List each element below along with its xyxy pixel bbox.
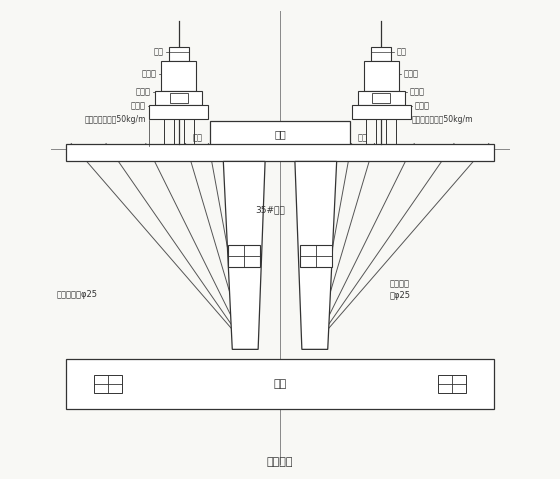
Bar <box>94 375 122 393</box>
Text: 锶具: 锶具 <box>193 133 203 142</box>
Text: 精轧螺纹
钢φ25: 精轧螺纹 钢φ25 <box>389 279 410 300</box>
Text: 螺母: 螺母 <box>153 47 164 57</box>
Text: 顶帽: 顶帽 <box>274 130 286 139</box>
Bar <box>352 105 411 119</box>
Bar <box>211 121 349 148</box>
Bar <box>161 61 197 91</box>
Bar <box>438 375 466 393</box>
Text: 工字鈢（鈢轨）50kg/m: 工字鈢（鈢轨）50kg/m <box>411 115 473 124</box>
Text: 千斤顶: 千斤顶 <box>403 69 418 79</box>
Text: 工字鈢（鈢轨）50kg/m: 工字鈢（鈢轨）50kg/m <box>84 115 146 124</box>
Bar <box>228 245 260 267</box>
Text: （图二）: （图二） <box>267 456 293 467</box>
Text: 承台: 承台 <box>273 379 287 389</box>
Text: 千斤顶: 千斤顶 <box>142 69 157 79</box>
Text: 鐵马敘: 鐵马敘 <box>136 87 151 96</box>
Bar <box>66 144 494 161</box>
Bar <box>372 93 390 103</box>
Bar <box>357 91 405 105</box>
Text: 35#鄢身: 35#鄢身 <box>255 205 285 215</box>
Text: 锶具: 锶具 <box>357 133 367 142</box>
Text: 扁担棁: 扁担棁 <box>131 101 146 110</box>
Bar <box>300 245 332 267</box>
Bar <box>66 359 494 409</box>
Bar <box>170 93 188 103</box>
Bar <box>149 105 208 119</box>
Text: 精轧螺纹鈢φ25: 精轧螺纹鈢φ25 <box>57 290 97 299</box>
Polygon shape <box>223 161 265 349</box>
Text: 扁担棁: 扁担棁 <box>414 101 429 110</box>
Bar <box>371 47 391 61</box>
Text: 鐵马敘: 鐵马敘 <box>409 87 424 96</box>
Text: 螺母: 螺母 <box>396 47 407 57</box>
Bar <box>155 91 203 105</box>
Bar <box>363 61 399 91</box>
Bar <box>169 47 189 61</box>
Polygon shape <box>295 161 337 349</box>
